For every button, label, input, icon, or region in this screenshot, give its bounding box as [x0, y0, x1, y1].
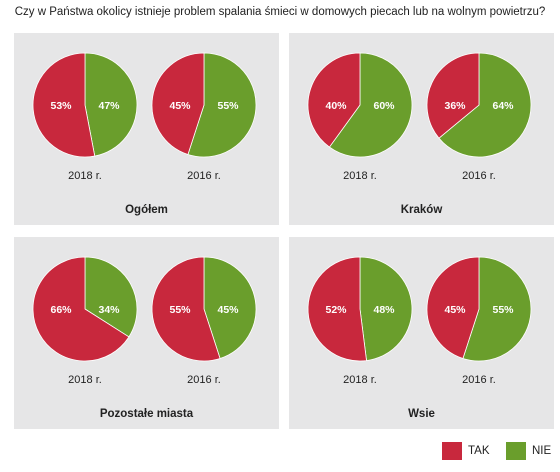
year-label: 2016 r. [462, 170, 496, 182]
data-label-tak: 45% [169, 100, 191, 112]
legend-label-tak: TAK [468, 445, 490, 457]
panel-ogolem: 53% 47% 2018 r. 45% 55% 2016 r. Ogółem [14, 33, 279, 225]
pie-slice-tak [151, 256, 221, 362]
pie-slice-nie [328, 52, 413, 158]
data-label-nie: 55% [217, 100, 239, 112]
panel-label: Ogółem [125, 204, 168, 216]
data-label-nie: 34% [98, 304, 120, 316]
data-label-nie: 45% [217, 304, 239, 316]
legend-label-nie: NIE [532, 445, 552, 457]
pie-svg: 40% 60% 2018 r. 36% 64% 2016 r. [307, 52, 532, 182]
pie-slice-tak [307, 256, 367, 362]
year-label: 2016 r. [187, 170, 221, 182]
year-label: 2018 r. [68, 374, 102, 386]
legend: TAK NIE [440, 442, 560, 464]
panel-krakow: 40% 60% 2018 r. 36% 64% 2016 r. Kraków [289, 33, 554, 225]
year-label: 2018 r. [68, 170, 102, 182]
pie-svg: 53% 47% 2018 r. 45% 55% 2016 r. [32, 52, 257, 182]
pie-slice-tak [151, 52, 205, 155]
panel-pozostale-miasta: 66% 34% 2018 r. 55% 45% 2016 r. Pozostałe mia… [14, 237, 279, 429]
year-label: 2018 r. [343, 374, 377, 386]
data-label-tak: 40% [325, 100, 347, 112]
data-label-tak: 36% [444, 100, 466, 112]
legend-swatch-nie [506, 442, 526, 460]
data-label-nie: 60% [373, 100, 395, 112]
data-label-tak: 66% [50, 304, 72, 316]
panel-label: Pozostałe miasta [99, 408, 194, 420]
data-label-tak: 53% [50, 100, 72, 112]
pie-slice-nie [462, 256, 532, 362]
pie-slice-nie [438, 52, 532, 158]
panel-wsie: 52% 48% 2018 r. 45% 55% 2016 r. Wsie [289, 237, 554, 429]
pie-slice-nie [84, 52, 138, 157]
pie-slice-tak [426, 52, 480, 139]
pie-slice-nie [203, 256, 257, 359]
pie-slice-nie [187, 52, 257, 158]
pie-svg: 66% 34% 2018 r. 55% 45% 2016 r. [32, 256, 257, 386]
data-label-tak: 52% [325, 304, 347, 316]
pie-slice-nie [359, 256, 413, 362]
data-label-nie: 48% [373, 304, 395, 316]
data-label-nie: 47% [98, 100, 120, 112]
pie-slice-tak [32, 52, 96, 158]
year-label: 2016 r. [462, 374, 496, 386]
year-label: 2018 r. [343, 170, 377, 182]
legend-item-nie: NIE [506, 442, 551, 460]
data-label-nie: 64% [492, 100, 514, 112]
legend-item-tak: TAK [442, 442, 490, 460]
pie-svg: 52% 48% 2018 r. 45% 55% 2016 r. [307, 256, 532, 386]
panel-label: Kraków [400, 204, 443, 216]
panel-label: Wsie [408, 408, 435, 420]
data-label-tak: 45% [444, 304, 466, 316]
data-label-nie: 55% [492, 304, 514, 316]
year-label: 2016 r. [187, 374, 221, 386]
data-label-tak: 55% [169, 304, 191, 316]
chart-title: Czy w Państwa okolicy istnieje problem s… [14, 6, 546, 18]
pie-slice-tak [32, 256, 130, 362]
legend-swatch-tak [442, 442, 462, 460]
pie-slice-tak [426, 256, 480, 359]
pie-slice-tak [307, 52, 361, 148]
